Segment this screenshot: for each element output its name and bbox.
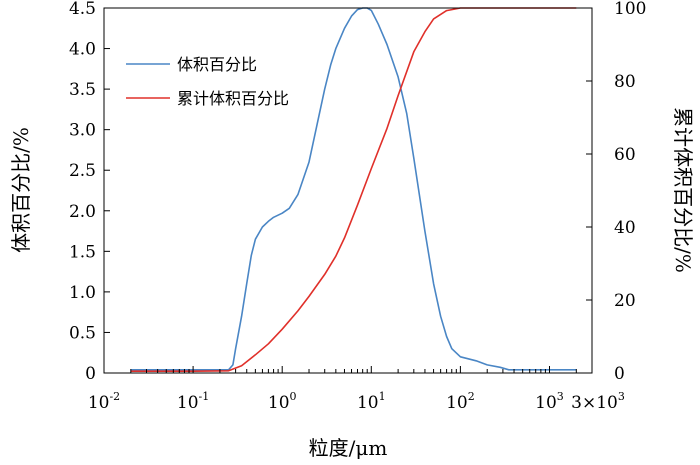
right-axis-ticks: 0 20 40 60 80 100 (586, 0, 646, 384)
left-axis-tick-label: 2.0 (69, 202, 96, 222)
right-axis-tick-label: 20 (614, 291, 636, 311)
right-axis-tick-label: 60 (614, 145, 636, 165)
x-axis-tick-label: 3×103 (571, 390, 625, 413)
x-axis-tick-label: 101 (357, 390, 386, 413)
left-axis-tick-label: 3.0 (69, 121, 96, 141)
right-axis-tick-label: 100 (614, 0, 646, 19)
x-axis-tick-label: 10-1 (177, 390, 209, 413)
plot-series (130, 7, 577, 372)
left-axis-tick-label: 4.0 (69, 40, 96, 60)
left-axis-tick-label: 2.5 (69, 161, 96, 181)
x-axis-tick-label: 102 (446, 390, 475, 413)
right-axis-tick-label: 0 (614, 364, 625, 384)
series-line-cumulative (130, 7, 577, 372)
left-axis-tick-label: 1.5 (69, 242, 96, 262)
x-axis-title: 粒度/μm (309, 436, 388, 460)
plot-frame (103, 7, 593, 374)
y-axis-left-title: 体积百分比/% (9, 127, 33, 253)
y-axis-right-title: 累计体积百分比/% (671, 107, 695, 273)
legend-label-volume: 体积百分比 (177, 55, 257, 74)
left-axis-tick-label: 3.5 (69, 80, 96, 100)
left-axis-tick-label: 0 (85, 364, 96, 384)
x-axis-tick-label: 103 (535, 390, 564, 413)
series-line-volume (130, 7, 577, 371)
left-axis-ticks: 0 0.5 1.0 1.5 2.0 2.5 3.0 3.5 4.0 4.5 (69, 0, 110, 384)
x-axis-ticks: 10-2 10-1 100 101 102 103 3×103 (88, 366, 625, 413)
legend: 体积百分比 累计体积百分比 (126, 55, 289, 108)
left-axis-tick-label: 1.0 (69, 283, 96, 303)
left-axis-tick-label: 0.5 (69, 323, 96, 343)
x-axis-tick-label: 10-2 (88, 390, 120, 413)
right-axis-tick-label: 40 (614, 218, 636, 238)
left-axis-tick-label: 4.5 (69, 0, 96, 19)
right-axis-tick-label: 80 (614, 72, 636, 92)
x-axis-tick-label: 100 (268, 390, 297, 413)
legend-label-cumulative: 累计体积百分比 (177, 89, 289, 108)
